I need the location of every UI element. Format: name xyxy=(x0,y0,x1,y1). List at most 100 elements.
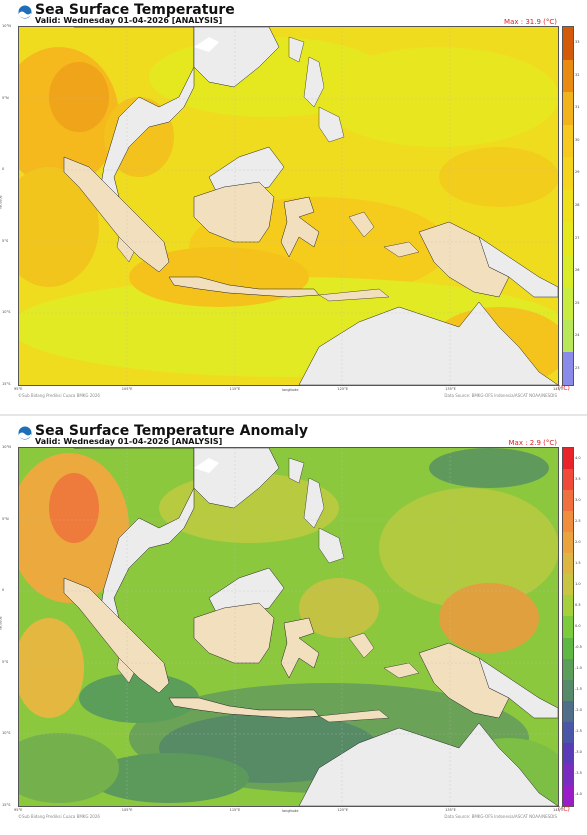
colorbar-tick-label: 26 xyxy=(575,268,580,273)
colorbar-tick-label: 2.5 xyxy=(575,518,581,523)
x-tick-label: 125°E xyxy=(337,808,349,812)
colorbar-tick-label: 3.5 xyxy=(575,476,581,481)
x-tick-label: 115°E xyxy=(229,808,241,812)
latitude-label: latitude xyxy=(0,195,3,209)
x-tick-label: 115°E xyxy=(229,387,241,391)
bmkg-logo-icon xyxy=(18,5,32,19)
colorbar xyxy=(562,447,574,807)
colorbar-segment xyxy=(563,532,573,554)
x-tick-label: 95°E xyxy=(14,387,23,391)
colorbar-segment xyxy=(563,222,573,256)
colorbar-tick-label: 29 xyxy=(575,170,580,175)
colorbar-segment xyxy=(563,658,573,681)
anomaly-map xyxy=(18,447,559,807)
y-tick-label: 10°S xyxy=(2,310,11,315)
colorbar-segment xyxy=(563,189,573,223)
credit-text: ©Sub Bidang Prediksi Cuaca BMKG 2026 xyxy=(18,393,100,398)
latitude-label: latitude xyxy=(0,616,3,630)
colorbar-tick-label: -2.0 xyxy=(575,708,582,713)
colorbar-tick-label: 1.0 xyxy=(575,581,581,586)
bmkg-logo-icon xyxy=(18,426,32,440)
data-source-text: Data Source: BMKG-OFS Indonesia/ASCAT NO… xyxy=(444,814,557,819)
x-tick-label: 95°E xyxy=(14,808,23,812)
colorbar-segment xyxy=(563,469,573,491)
data-source-text: Data Source: BMKG-OFS Indonesia/ASCAT NO… xyxy=(444,393,557,398)
colorbar-tick-label: 3.0 xyxy=(575,497,581,502)
colorbar-segment xyxy=(563,157,573,191)
colorbar-segment xyxy=(563,553,573,575)
sst-panel: Sea Surface Temperature Valid: Wednesday… xyxy=(0,0,587,412)
y-tick-label: 15°S xyxy=(2,803,11,807)
x-tick-label: 135°E xyxy=(445,387,456,391)
credit-text: ©Sub Bidang Prediksi Cuaca BMKG 2026 xyxy=(18,814,100,819)
longitude-label: longitude xyxy=(282,388,299,392)
max-value-label: Max : 2.9 (°C) xyxy=(508,439,558,447)
y-tick-label: 15°S xyxy=(2,382,11,386)
colorbar-tick-label: 28 xyxy=(575,203,580,207)
colorbar-tick-label: 24 xyxy=(575,333,580,338)
map-title: Sea Surface Temperature Anomaly xyxy=(35,423,309,439)
y-tick-label: 5°N xyxy=(2,516,9,521)
colorbar-tick-label: 2.0 xyxy=(575,539,581,544)
colorbar-tick-label: 27 xyxy=(575,235,580,240)
colorbar-tick-label: -1.5 xyxy=(575,687,582,692)
max-value-label: Max : 31.9 (°C) xyxy=(504,18,557,26)
divider xyxy=(0,414,587,416)
colorbar-segment xyxy=(563,574,573,596)
y-tick-label: 10°N xyxy=(2,445,11,449)
colorbar-tick-label: 25 xyxy=(575,300,580,305)
colorbar-segment xyxy=(563,742,573,765)
colorbar-tick-label: 0.0 xyxy=(575,624,581,628)
colorbar-segment xyxy=(563,287,573,321)
colorbar-tick-label: -2.5 xyxy=(575,729,582,734)
colorbar-tick-label: -0.5 xyxy=(575,645,582,650)
unit-label: (°C) xyxy=(558,385,570,392)
colorbar-segment xyxy=(563,352,573,386)
colorbar-tick-label: 30 xyxy=(575,137,580,142)
colorbar-segment xyxy=(563,763,573,786)
map-title: Sea Surface Temperature xyxy=(35,2,235,18)
colorbar-segment xyxy=(563,319,573,353)
x-tick-label: 105°E xyxy=(121,808,133,812)
colorbar xyxy=(562,26,574,386)
y-tick-label: 5°N xyxy=(2,95,9,100)
colorbar-tick-label: -3.0 xyxy=(575,750,582,755)
colorbar-tick-label: 1.5 xyxy=(575,560,581,565)
x-tick-label: 105°E xyxy=(121,387,133,391)
colorbar-segment xyxy=(563,254,573,288)
y-tick-label: 10°N xyxy=(2,24,11,28)
colorbar-segment xyxy=(563,511,573,533)
colorbar-segment xyxy=(563,448,573,470)
y-tick-label: 0 xyxy=(2,588,5,593)
sst-map xyxy=(18,26,559,386)
longitude-label: longitude xyxy=(282,809,299,813)
valid-date: Valid: Wednesday 01-04-2026 [ANALYSIS] xyxy=(35,16,223,25)
x-tick-label: 135°E xyxy=(445,808,456,812)
colorbar-segment xyxy=(563,679,573,702)
colorbar-tick-label: 23 xyxy=(575,365,580,370)
colorbar-segment xyxy=(563,784,573,807)
colorbar-tick-label: -4.0 xyxy=(575,792,582,797)
unit-label: (°C) xyxy=(558,806,570,813)
colorbar-segment xyxy=(563,595,573,617)
x-tick-label: 125°E xyxy=(337,387,349,391)
colorbar-segment xyxy=(563,92,573,126)
valid-date: Valid: Wednesday 01-04-2026 [ANALYSIS] xyxy=(35,437,223,446)
colorbar-segment xyxy=(563,616,573,639)
colorbar-segment xyxy=(563,124,573,158)
colorbar-tick-label: -3.5 xyxy=(575,771,582,776)
colorbar-segment xyxy=(563,721,573,744)
colorbar-segment xyxy=(563,27,573,61)
x-tick-label: 145°E xyxy=(553,387,564,391)
colorbar-segment xyxy=(563,700,573,723)
colorbar-tick-label: 32 xyxy=(575,72,580,77)
y-tick-label: 10°S xyxy=(2,731,11,736)
colorbar-tick-label: 4.0 xyxy=(575,455,581,460)
colorbar-segment xyxy=(563,59,573,93)
colorbar-tick-label: -1.0 xyxy=(575,666,582,671)
colorbar-segment xyxy=(563,637,573,660)
y-tick-label: 0 xyxy=(2,167,5,172)
colorbar-tick-label: 31 xyxy=(575,105,580,110)
colorbar-segment xyxy=(563,490,573,512)
y-tick-label: 5°S xyxy=(2,659,9,664)
